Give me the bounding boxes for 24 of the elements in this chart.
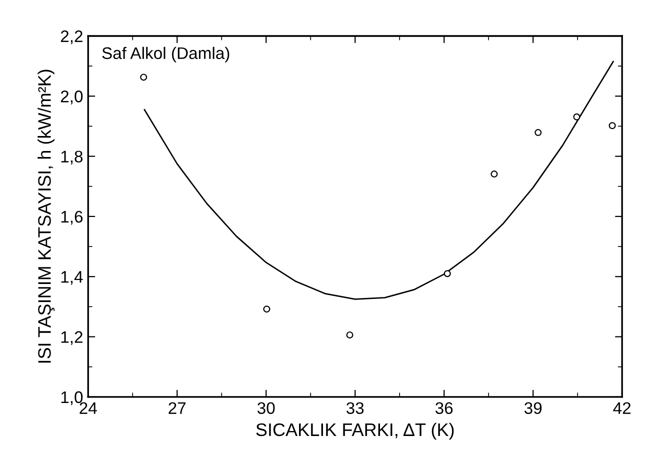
y-tick-label: 1,6 [61, 210, 83, 225]
point [490, 170, 498, 178]
x-tick-label: 42 [613, 402, 631, 414]
y-tick-label: 1,2 [61, 331, 82, 345]
x-tick-label: 33 [346, 402, 364, 414]
y-tick-label: 1,8 [61, 150, 83, 164]
x-tick-label: 27 [168, 402, 186, 414]
x-axis-title: SICAKLIK FARKI, ΔT (K) [256, 422, 454, 440]
point [346, 331, 354, 338]
x-tick-label: 36 [435, 402, 453, 414]
y-axis-title: ISI TAŞINIM KATSAYISI, h (kW/m²K) [38, 70, 55, 363]
point [263, 306, 270, 313]
y-tick-label: 2,0 [60, 90, 83, 104]
point [573, 113, 580, 120]
y-tick-label: 2,2 [60, 30, 82, 44]
annotation: Saf Alkol (Damla) [102, 46, 230, 62]
x-tick-label: 39 [524, 402, 542, 414]
y-tick-label: 1,4 [61, 271, 83, 285]
point [140, 74, 148, 81]
x-tick-label: 30 [257, 402, 275, 414]
point [608, 122, 616, 130]
point [534, 129, 542, 136]
point [444, 270, 451, 278]
line-series [144, 60, 614, 300]
